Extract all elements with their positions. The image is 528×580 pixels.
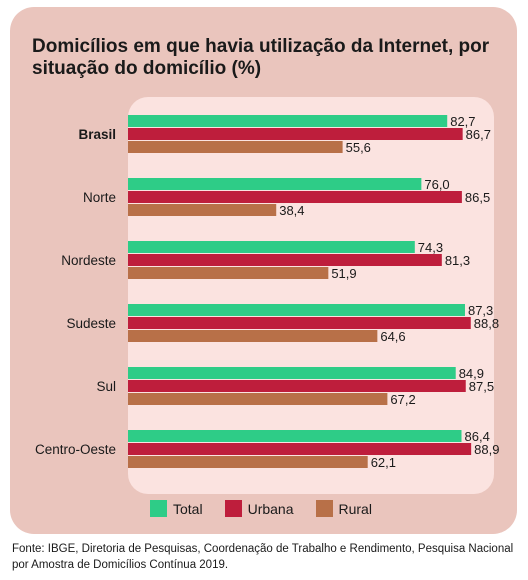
bar-rural <box>128 393 388 405</box>
bar-total <box>128 304 465 316</box>
data-label: 86,4 <box>465 429 490 444</box>
data-label: 81,3 <box>445 253 470 268</box>
plot-area <box>128 97 494 494</box>
category-label: Centro-Oeste <box>35 442 116 457</box>
data-label: 67,2 <box>390 392 415 407</box>
data-label: 64,6 <box>380 329 405 344</box>
category-label: Sul <box>96 379 116 394</box>
bar-rural <box>128 204 277 216</box>
data-label: 88,9 <box>474 442 499 457</box>
bar-urbana <box>128 443 472 455</box>
data-label: 87,3 <box>468 303 493 318</box>
data-label: 87,5 <box>469 379 494 394</box>
legend-item-total: Total <box>150 500 203 517</box>
category-label: Nordeste <box>61 253 116 268</box>
bar-urbana <box>128 191 462 203</box>
bar-urbana <box>128 380 466 392</box>
data-label: 86,5 <box>465 190 490 205</box>
data-label: 38,4 <box>279 203 304 218</box>
legend-label: Rural <box>338 500 372 517</box>
data-label: 55,6 <box>346 140 371 155</box>
category-label: Norte <box>83 190 116 205</box>
bar-urbana <box>128 254 442 266</box>
bar-total <box>128 178 422 190</box>
bar-rural <box>128 267 329 279</box>
legend-item-rural: Rural <box>315 500 372 517</box>
bar-total <box>128 241 415 253</box>
legend-label: Total <box>173 500 203 517</box>
bar-rural <box>128 330 378 342</box>
category-label: Brasil <box>78 127 116 142</box>
legend-swatch <box>315 500 333 517</box>
legend: Total Urbana Rural <box>150 500 394 517</box>
bar-rural <box>128 456 368 468</box>
source-note: Fonte: IBGE, Diretoria de Pesquisas, Coo… <box>12 543 514 571</box>
bar-total <box>128 430 462 442</box>
bar-urbana <box>128 317 471 329</box>
bar-total <box>128 367 456 379</box>
data-label: 86,7 <box>466 127 491 142</box>
data-label: 74,3 <box>418 240 443 255</box>
data-label: 76,0 <box>424 177 449 192</box>
legend-swatch <box>150 500 167 517</box>
bar-chart: Brasil 82,786,7 55,6 Norte 76,0 86,5 38,4 Norde… <box>35 114 500 470</box>
legend-label: Urbana <box>247 500 294 517</box>
category-label: Sudeste <box>66 316 116 331</box>
bar-urbana <box>128 128 463 140</box>
legend-item-urbana: Urbana <box>224 500 294 517</box>
data-label: 84,9 <box>459 366 484 381</box>
chart-title: Domicílios em que havia utilização da In… <box>32 36 490 79</box>
data-label: 51,9 <box>331 266 356 281</box>
data-label: 82,7 <box>450 114 475 129</box>
bar-rural <box>128 141 343 153</box>
legend-swatch <box>224 500 242 517</box>
data-label: 62,1 <box>371 455 396 470</box>
bar-total <box>128 115 448 127</box>
data-label: 88,8 <box>474 316 499 331</box>
